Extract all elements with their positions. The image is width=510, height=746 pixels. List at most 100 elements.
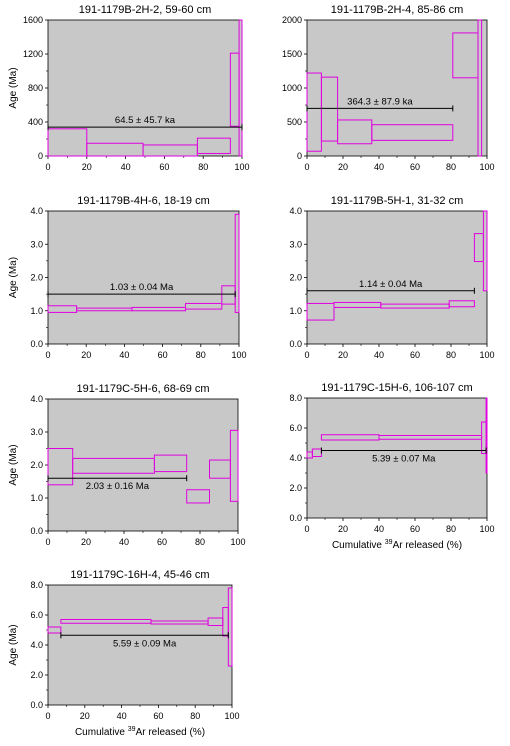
age-step-6 [477, 19, 483, 157]
plateau-age-label: 2.03 ± 0.16 Ma [86, 481, 150, 492]
y-tick-label: 1500 [282, 49, 302, 59]
y-tick-label: 2.0 [30, 273, 43, 283]
x-tick-label: 40 [374, 524, 384, 534]
chart-title: 191-1179B-2H-2, 59-60 cm [79, 4, 211, 16]
x-tick-label: 80 [195, 537, 205, 547]
x-tick-label: 60 [410, 524, 420, 534]
y-axis-label: Age (Ma) [8, 624, 19, 665]
y-tick-label: 1.0 [289, 306, 302, 316]
y-tick-label: 2.0 [30, 670, 43, 680]
age-step-2 [320, 76, 339, 142]
x-tick-label: 60 [153, 711, 163, 721]
y-tick-label: 4.0 [30, 640, 43, 650]
x-axis-label-part: Cumulative [332, 540, 385, 551]
x-tick-label: 20 [338, 162, 348, 172]
plot-area [306, 210, 488, 345]
x-tick-label: 100 [479, 350, 494, 360]
y-tick-label: 1.0 [30, 493, 43, 503]
chart-panel-1: 191-1179B-2H-2, 59-60 cm 0 400 800 1200 1600 0… [8, 4, 250, 172]
chart-panel-4: 191-1179B-5H-1, 31-32 cm 0.0 1.0 2.0 3.0 4.0 0… [289, 195, 494, 360]
x-axis-label: Cumulative 39Ar released (%) [75, 726, 205, 738]
y-tick-label: 4.0 [289, 453, 302, 463]
x-tick-label: 60 [159, 162, 169, 172]
chart-panel-3: 191-1179B-4H-6, 18-19 cm 0.0 1.0 2.0 3.0 4.0 0… [8, 195, 247, 360]
x-tick-label: 80 [190, 711, 200, 721]
y-tick-label: 2.0 [289, 483, 302, 493]
y-tick-label: 4.0 [30, 394, 43, 404]
age-step-4 [185, 302, 223, 310]
chart-title: 191-1179B-4H-6, 18-19 cm [77, 195, 209, 207]
y-axis-label: Age (Ma) [8, 257, 19, 298]
y-tick-label: 0.0 [30, 339, 43, 349]
y-tick-label: 400 [28, 117, 43, 127]
x-tick-label: 60 [410, 162, 420, 172]
chart-title: 191-1179B-5H-1, 31-32 cm [331, 195, 463, 207]
plateau-age-label: 1.14 ± 0.04 Ma [359, 279, 423, 290]
x-tick-label: 40 [374, 350, 384, 360]
x-tick-label: 80 [196, 350, 206, 360]
y-tick-label: 1000 [282, 83, 302, 93]
y-tick-label: 8.0 [30, 580, 43, 590]
x-axis-label-part: Cumulative [75, 727, 128, 738]
plateau-age-label: 364.3 ± 87.9 ka [347, 96, 413, 107]
plateau-age-label: 64.5 ± 45.7 ka [115, 115, 176, 126]
chart-panel-7: 191-1179C-16H-4, 45-46 cm 0.0 2.0 4.0 6.0 8.0… [8, 569, 240, 738]
x-tick-label: 100 [230, 537, 245, 547]
y-tick-label: 0.0 [289, 339, 302, 349]
x-axis-label: Cumulative 39Ar released (%) [332, 539, 462, 551]
age-step-6 [229, 429, 239, 502]
y-tick-label: 6.0 [30, 610, 43, 620]
plateau-age-label: 5.59 ± 0.09 Ma [113, 638, 177, 649]
x-tick-label: 100 [479, 162, 494, 172]
x-tick-label: 40 [374, 162, 384, 172]
age-step-3 [153, 454, 188, 473]
age-step-1 [47, 626, 62, 634]
chart-title: 191-1179C-5H-6, 68-69 cm [76, 383, 209, 395]
x-tick-label: 0 [45, 162, 50, 172]
x-tick-label: 20 [338, 524, 348, 534]
plot-area [47, 210, 240, 345]
y-tick-label: 3.0 [30, 239, 43, 249]
y-tick-label: 0 [38, 151, 43, 161]
y-tick-label: 3.0 [30, 427, 43, 437]
x-tick-label: 100 [234, 162, 249, 172]
x-tick-label: 0 [304, 162, 309, 172]
y-tick-label: 2000 [282, 15, 302, 25]
y-tick-label: 2.0 [30, 460, 43, 470]
x-tick-label: 80 [446, 162, 456, 172]
y-tick-label: 0.0 [30, 700, 43, 710]
x-axis-label-superscript: 39 [385, 539, 393, 546]
y-tick-label: 1600 [23, 15, 43, 25]
age-step-6 [485, 397, 488, 474]
age-step-6 [482, 210, 488, 292]
x-tick-label: 100 [224, 711, 239, 721]
chart-panel-2: 191-1179B-2H-4, 85-86 cm 0 500 1000 1500 2000… [282, 4, 495, 172]
chart-title: 191-1179B-2H-4, 85-86 cm [331, 4, 463, 16]
x-tick-label: 0 [45, 537, 50, 547]
age-step-4 [186, 489, 210, 504]
x-tick-label: 0 [304, 350, 309, 360]
x-tick-label: 0 [45, 711, 50, 721]
x-tick-label: 0 [45, 350, 50, 360]
plateau-age-label: 1.03 ± 0.04 Ma [110, 282, 174, 293]
y-tick-label: 500 [287, 117, 302, 127]
age-step-6 [227, 587, 233, 667]
chart-title: 191-1179C-16H-4, 45-46 cm [70, 569, 209, 581]
y-tick-label: 3.0 [289, 239, 302, 249]
x-tick-label: 0 [304, 524, 309, 534]
x-axis-label-part: Ar released (%) [136, 727, 205, 738]
y-tick-label: 2.0 [289, 273, 302, 283]
chart-title: 191-1179C-15H-6, 106-107 cm [321, 382, 472, 394]
x-tick-label: 80 [446, 350, 456, 360]
y-tick-label: 800 [28, 83, 43, 93]
x-tick-label: 80 [446, 524, 456, 534]
plot-area [306, 19, 488, 157]
age-step-4 [371, 124, 454, 141]
y-tick-label: 0.0 [30, 526, 43, 536]
age-step-1 [47, 128, 88, 157]
x-tick-label: 40 [119, 537, 129, 547]
age-step-6 [234, 213, 240, 313]
y-tick-label: 1.0 [30, 306, 43, 316]
x-axis-label-superscript: 39 [128, 726, 136, 733]
